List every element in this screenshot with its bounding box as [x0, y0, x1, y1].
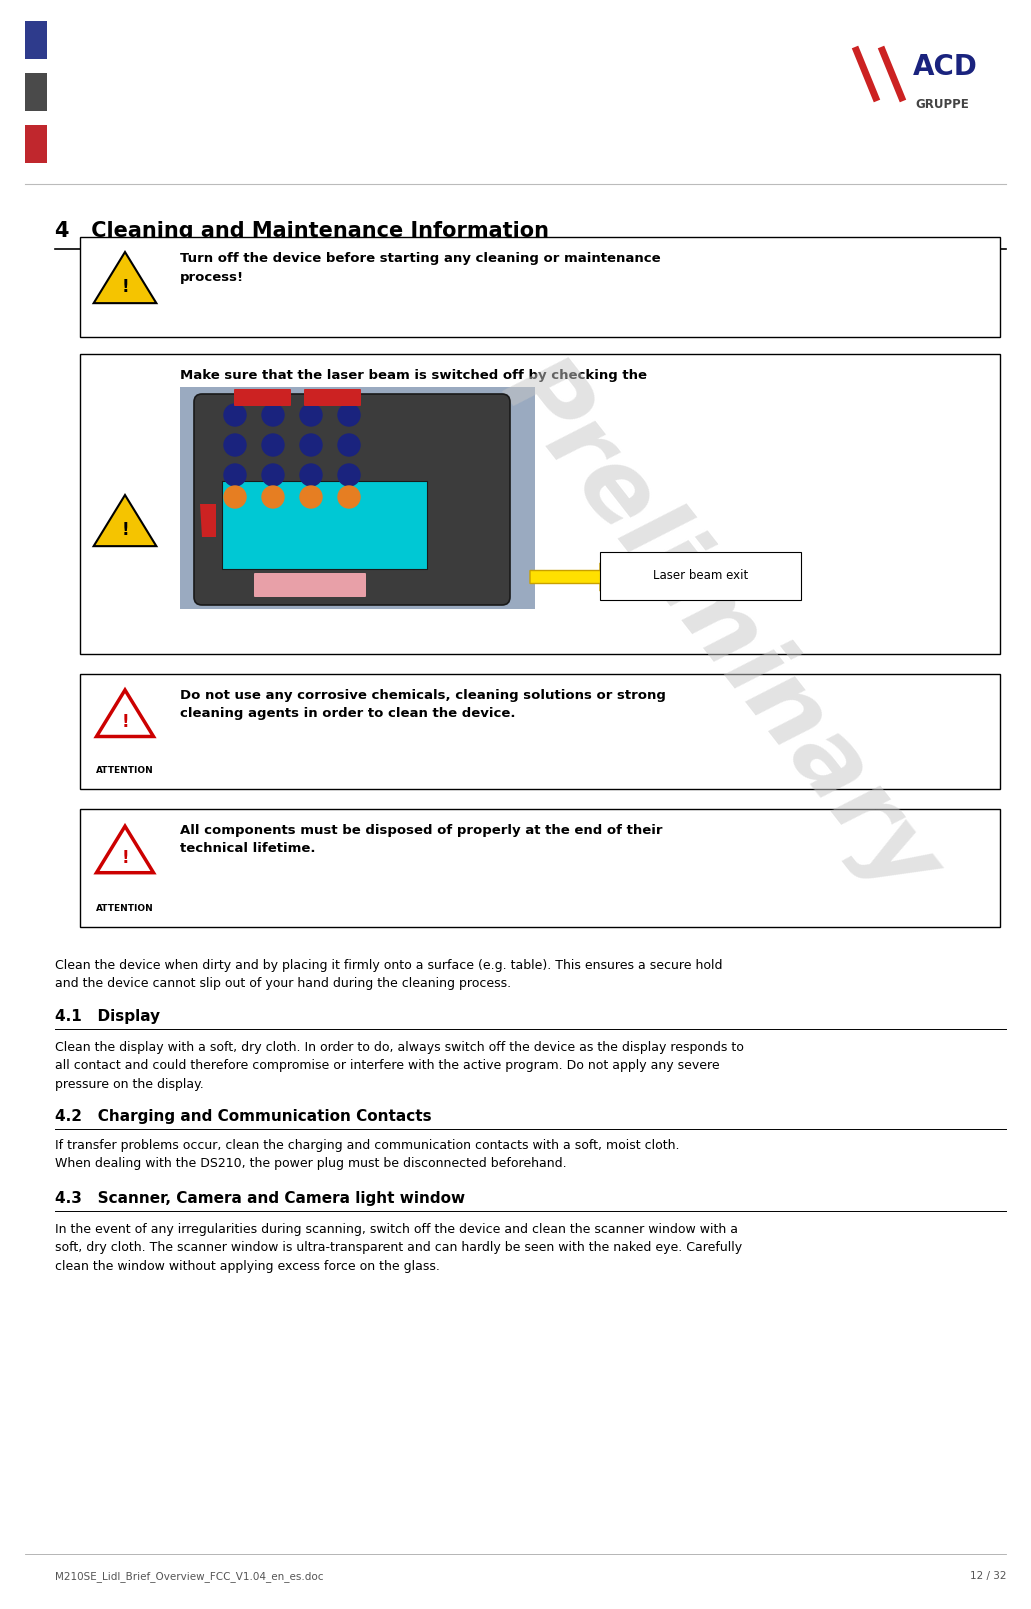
Text: If transfer problems occur, clean the charging and communication contacts with a: If transfer problems occur, clean the ch… [55, 1139, 679, 1170]
Circle shape [224, 434, 246, 455]
Circle shape [338, 434, 360, 455]
Text: 4.3   Scanner, Camera and Camera light window: 4.3 Scanner, Camera and Camera light win… [55, 1191, 465, 1207]
Text: Clean the display with a soft, dry cloth. In order to do, always switch off the : Clean the display with a soft, dry cloth… [55, 1041, 744, 1091]
Text: GRUPPE: GRUPPE [914, 98, 969, 111]
FancyBboxPatch shape [222, 481, 427, 570]
Text: !: ! [122, 521, 129, 539]
Circle shape [224, 463, 246, 486]
Text: !: ! [122, 848, 129, 867]
FancyBboxPatch shape [80, 674, 1000, 788]
Text: 4.2   Charging and Communication Contacts: 4.2 Charging and Communication Contacts [55, 1109, 432, 1125]
FancyBboxPatch shape [25, 72, 47, 111]
Text: Laser beam exit: Laser beam exit [653, 570, 749, 582]
Circle shape [224, 404, 246, 426]
Polygon shape [97, 690, 154, 737]
Circle shape [224, 486, 246, 508]
Circle shape [262, 463, 284, 486]
Polygon shape [94, 253, 157, 302]
Circle shape [262, 404, 284, 426]
Text: Make sure that the laser beam is switched off by checking the
laser beam exit!: Make sure that the laser beam is switche… [180, 368, 647, 401]
FancyBboxPatch shape [304, 389, 361, 405]
Text: 4.1   Display: 4.1 Display [55, 1009, 160, 1023]
Text: ACD: ACD [913, 53, 977, 80]
FancyBboxPatch shape [234, 389, 291, 405]
FancyBboxPatch shape [80, 354, 1000, 653]
Circle shape [262, 434, 284, 455]
FancyBboxPatch shape [25, 21, 47, 60]
Circle shape [338, 486, 360, 508]
Text: Turn off the device before starting any cleaning or maintenance
process!: Turn off the device before starting any … [180, 253, 661, 283]
Text: 4   Cleaning and Maintenance Information: 4 Cleaning and Maintenance Information [55, 220, 548, 241]
Text: Clean the device when dirty and by placing it firmly onto a surface (e.g. table): Clean the device when dirty and by placi… [55, 959, 723, 991]
Circle shape [300, 463, 322, 486]
FancyBboxPatch shape [180, 388, 535, 608]
Text: !: ! [122, 713, 129, 730]
Circle shape [300, 404, 322, 426]
Text: !: ! [122, 278, 129, 296]
Polygon shape [94, 496, 157, 545]
Text: In the event of any irregularities during scanning, switch off the device and cl: In the event of any irregularities durin… [55, 1223, 742, 1273]
Circle shape [300, 486, 322, 508]
Text: Preliminary: Preliminary [483, 344, 958, 914]
Text: ATTENTION: ATTENTION [96, 766, 154, 776]
Circle shape [262, 486, 284, 508]
Circle shape [300, 434, 322, 455]
Circle shape [338, 463, 360, 486]
Circle shape [338, 404, 360, 426]
FancyBboxPatch shape [80, 809, 1000, 927]
Text: M210SE_Lidl_Brief_Overview_FCC_V1.04_en_es.doc: M210SE_Lidl_Brief_Overview_FCC_V1.04_en_… [55, 1570, 324, 1582]
FancyBboxPatch shape [600, 552, 801, 600]
FancyBboxPatch shape [194, 394, 510, 605]
Polygon shape [200, 504, 217, 537]
Polygon shape [97, 825, 154, 872]
FancyBboxPatch shape [80, 237, 1000, 336]
Text: All components must be disposed of properly at the end of their
technical lifeti: All components must be disposed of prope… [180, 824, 663, 856]
Text: ATTENTION: ATTENTION [96, 904, 154, 912]
Text: 12 / 32: 12 / 32 [969, 1570, 1006, 1582]
FancyArrow shape [530, 563, 622, 591]
FancyBboxPatch shape [25, 126, 47, 163]
FancyBboxPatch shape [254, 573, 366, 597]
Text: Do not use any corrosive chemicals, cleaning solutions or strong
cleaning agents: Do not use any corrosive chemicals, clea… [180, 689, 666, 721]
